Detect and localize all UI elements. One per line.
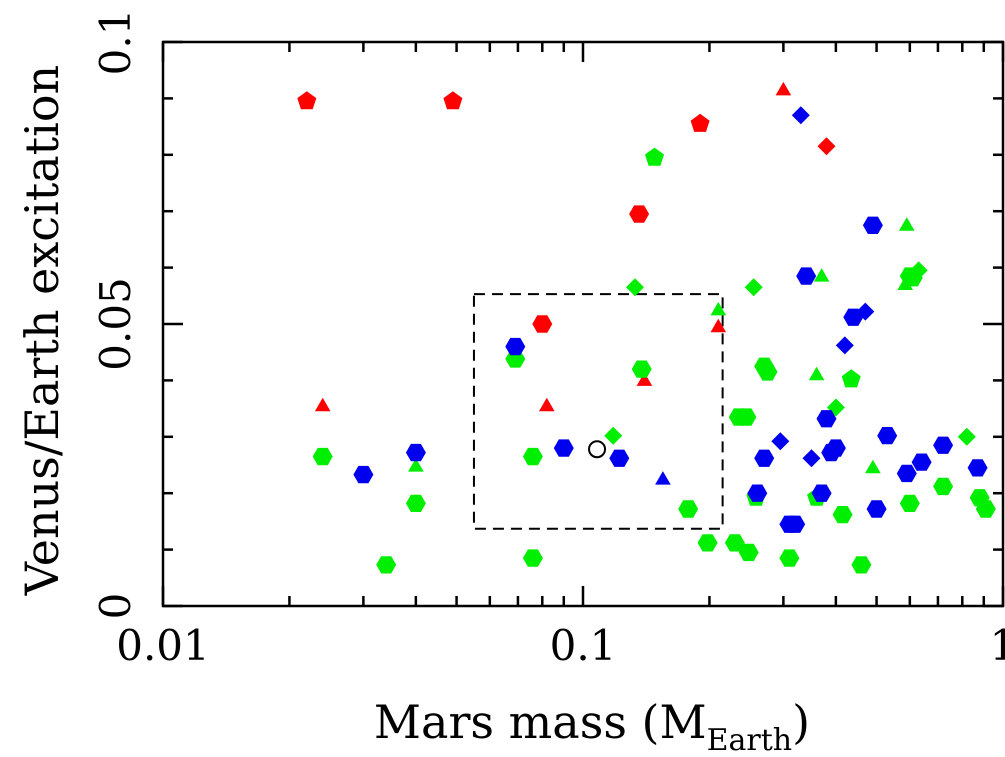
- x-tick-labels: 0.01 0.1 1: [116, 621, 1005, 670]
- x-axis-label-subscript: Earth: [707, 723, 793, 757]
- blue-hexagon-point: [796, 267, 817, 285]
- x-tick-label: 0.01: [116, 621, 210, 670]
- red-triangle-point: [636, 372, 653, 386]
- red-triangle-point: [314, 397, 331, 412]
- green-diamond-point: [626, 278, 644, 297]
- green-pentagon-point: [645, 147, 664, 166]
- blue-hexagon-point: [877, 427, 898, 445]
- axis-ticks: [161, 40, 1005, 608]
- green-hexagon-point: [832, 506, 853, 524]
- red-pentagon-point: [690, 113, 710, 132]
- blue-hexagon-point: [553, 439, 574, 457]
- plot-frame: [161, 40, 1005, 608]
- x-axis-label-close: ): [792, 695, 810, 749]
- blue-diamond-point: [771, 432, 790, 451]
- blue-hexagon-point: [825, 439, 846, 457]
- green-hexagon-point: [697, 534, 718, 552]
- blue-hexagon-point: [911, 453, 932, 471]
- green-hexagon-point: [405, 494, 426, 512]
- blue-hexagon-point: [754, 449, 775, 467]
- blue-triangle-point: [655, 471, 671, 485]
- green-hexagon-point: [779, 549, 800, 567]
- data-points: [297, 81, 996, 574]
- y-tick-label: 0.1: [91, 9, 140, 76]
- blue-hexagon-point: [785, 515, 806, 533]
- green-diamond-point: [604, 426, 623, 445]
- blue-hexagon-point: [967, 459, 988, 477]
- blue-hexagon-point: [862, 216, 883, 234]
- green-hexagon-point: [724, 534, 745, 552]
- blue-hexagon-point: [896, 464, 917, 483]
- red-diamond-point: [817, 137, 836, 156]
- green-hexagon-point: [899, 494, 920, 512]
- y-tick-label: 0.05: [91, 277, 140, 371]
- blue-hexagon-point: [505, 337, 526, 356]
- black-open-circle-point: [588, 440, 607, 459]
- blue-hexagon-point: [933, 436, 954, 454]
- green-hexagon-point: [522, 549, 543, 567]
- blue-diamond-point: [856, 302, 875, 321]
- green-triangle-point: [710, 301, 727, 316]
- green-triangle-point: [813, 268, 830, 282]
- y-tick-labels: 0 0.05 0.1: [91, 9, 140, 620]
- y-axis-label: Venus/Earth excitation: [15, 65, 69, 596]
- blue-diamond-point: [835, 336, 854, 355]
- blue-hexagon-point: [866, 500, 887, 518]
- green-hexagon-point: [631, 360, 652, 378]
- green-hexagon-point: [522, 447, 543, 466]
- green-triangle-point: [808, 366, 825, 381]
- red-hexagon-point: [532, 315, 553, 333]
- red-pentagon-point: [297, 91, 317, 110]
- green-hexagon-point: [851, 556, 872, 574]
- green-diamond-point: [744, 278, 763, 297]
- green-hexagon-point: [312, 447, 333, 466]
- red-triangle-point: [710, 318, 727, 333]
- x-axis-label: Mars mass (MEarth): [374, 695, 810, 757]
- blue-hexagon-point: [747, 484, 768, 502]
- blue-hexagon-point: [405, 443, 426, 462]
- green-triangle-point: [408, 458, 424, 472]
- green-triangle-point: [899, 217, 915, 231]
- red-hexagon-point: [629, 205, 650, 223]
- green-triangle-point: [865, 459, 881, 474]
- blue-hexagon-point: [609, 449, 630, 467]
- red-triangle-point: [539, 397, 555, 412]
- blue-hexagon-point: [811, 484, 832, 502]
- blue-diamond-point: [802, 449, 821, 468]
- y-tick-label: 0: [91, 593, 140, 620]
- red-pentagon-point: [443, 91, 463, 110]
- green-pentagon-point: [841, 369, 861, 388]
- green-hexagon-point: [738, 543, 759, 562]
- x-tick-label: 0.1: [550, 621, 617, 670]
- blue-hexagon-point: [353, 465, 374, 484]
- green-hexagon-point: [933, 477, 954, 496]
- red-triangle-point: [775, 81, 792, 96]
- green-hexagon-point: [757, 363, 778, 381]
- green-diamond-point: [957, 427, 976, 446]
- green-diamond-point: [909, 261, 928, 280]
- green-hexagon-point: [975, 500, 996, 518]
- x-tick-label: 1: [990, 621, 1005, 670]
- highlight-box: [472, 293, 724, 530]
- green-hexagon-point: [678, 500, 699, 518]
- green-hexagon-point: [376, 556, 397, 574]
- blue-diamond-point: [791, 106, 810, 125]
- green-hexagon-point: [736, 408, 757, 426]
- blue-hexagon-point: [816, 410, 837, 428]
